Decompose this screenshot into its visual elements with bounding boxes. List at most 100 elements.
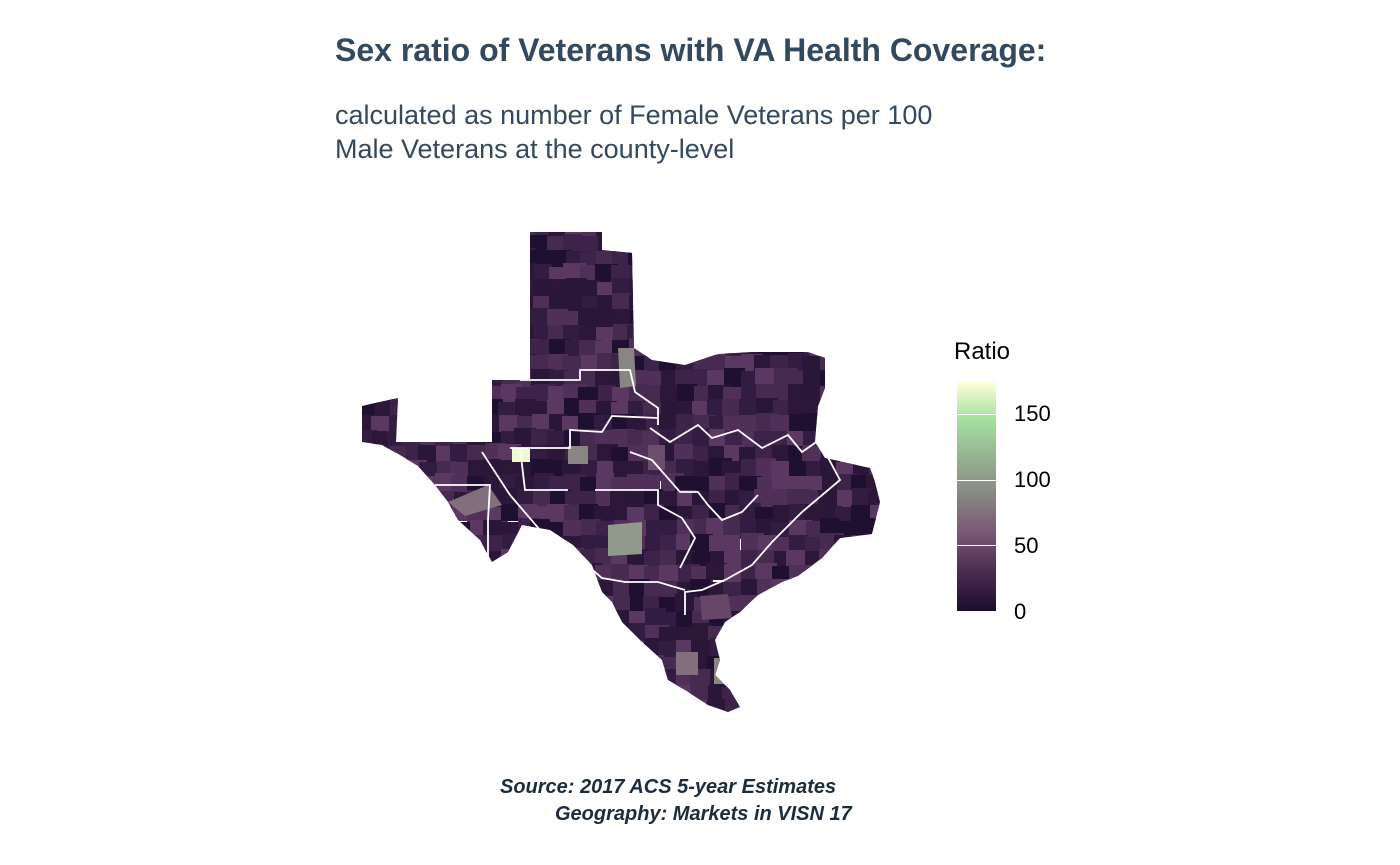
county-cell xyxy=(483,717,503,730)
county-cell xyxy=(371,714,391,730)
county-cell xyxy=(403,263,425,281)
county-cell xyxy=(739,669,758,690)
county-cell xyxy=(486,608,506,626)
county-cell xyxy=(885,414,900,431)
county-cell xyxy=(387,537,405,558)
county-cell xyxy=(804,612,826,630)
county-cell xyxy=(370,383,391,402)
county-cell xyxy=(884,462,900,482)
county-cell xyxy=(484,699,502,712)
county-cell xyxy=(675,594,698,612)
county-cell xyxy=(755,700,778,712)
county-cell xyxy=(362,294,364,314)
county-cell xyxy=(693,323,715,340)
county-cell xyxy=(836,429,856,446)
county-cell xyxy=(739,232,759,239)
county-cell xyxy=(757,295,778,312)
county-cell xyxy=(596,232,616,236)
county-cell xyxy=(466,566,490,585)
county-cell xyxy=(706,518,728,537)
county-cell xyxy=(628,669,646,686)
county-cell xyxy=(818,638,840,656)
county-cell xyxy=(340,717,360,730)
county-cell xyxy=(418,548,438,566)
county-rio-grande-b xyxy=(714,658,736,684)
county-cell xyxy=(371,623,390,643)
county-cell xyxy=(882,534,900,551)
county-cell xyxy=(370,249,391,268)
county-cell xyxy=(598,236,618,253)
county-cell xyxy=(787,325,808,343)
county-cell xyxy=(773,669,794,686)
county-cell xyxy=(483,251,505,269)
county-cell xyxy=(739,310,759,327)
county-cell xyxy=(595,371,616,389)
county-cell xyxy=(674,249,692,269)
county-cell xyxy=(754,641,773,660)
county-cell xyxy=(563,699,587,712)
county-cell xyxy=(499,235,520,253)
county-cell xyxy=(658,641,679,659)
county-cell xyxy=(517,609,538,628)
county-cell xyxy=(786,715,804,730)
county-cell xyxy=(741,609,761,629)
county-cell xyxy=(419,563,442,582)
county-cell xyxy=(499,684,519,705)
county-cell xyxy=(787,234,808,253)
county-cell xyxy=(406,236,425,256)
county-cell xyxy=(820,249,840,270)
county-cell xyxy=(533,641,551,661)
county-cell xyxy=(786,642,805,663)
county-cell xyxy=(852,232,871,241)
county-cell xyxy=(645,294,663,312)
county-cell xyxy=(362,385,376,405)
county-cell xyxy=(706,563,727,580)
county-cell xyxy=(564,581,585,599)
county-cell xyxy=(885,384,900,401)
county-cell xyxy=(436,597,459,618)
county-cell xyxy=(804,308,822,327)
market-boundaries xyxy=(435,369,842,615)
county-cell xyxy=(740,326,761,345)
county-cell xyxy=(469,401,491,421)
county-cell xyxy=(626,232,648,238)
county-cell xyxy=(580,429,599,446)
county-cell xyxy=(435,717,457,730)
county-cell xyxy=(770,702,793,712)
county-cell xyxy=(389,489,410,508)
county-cell xyxy=(838,552,858,571)
county-cell xyxy=(739,684,760,702)
county-cell xyxy=(866,371,880,391)
county-cell xyxy=(867,518,880,536)
county-cell xyxy=(362,670,378,688)
county-cell xyxy=(771,609,789,630)
county-cell xyxy=(420,596,442,617)
legend-tick-label: 150 xyxy=(1014,401,1051,426)
county-cell xyxy=(404,639,426,660)
county-cell xyxy=(853,234,871,254)
county-cell xyxy=(485,310,504,328)
county-cell xyxy=(547,309,568,327)
county-cell xyxy=(340,624,356,642)
county-cell xyxy=(517,671,539,692)
county-cell xyxy=(883,235,900,255)
county-cell xyxy=(627,655,647,674)
county-cell xyxy=(390,248,410,265)
legend-tick-50 xyxy=(957,545,996,546)
county-cell xyxy=(362,593,374,611)
county-cell xyxy=(852,488,872,505)
county-cell xyxy=(436,671,454,690)
county-cell xyxy=(451,668,470,687)
county-cell xyxy=(362,492,366,511)
county-cell xyxy=(677,309,696,329)
county-south-coast xyxy=(700,594,732,620)
county-cell xyxy=(388,641,408,661)
county-cell xyxy=(467,642,488,662)
county-cell xyxy=(867,387,880,406)
county-cell xyxy=(740,638,758,655)
county-cell xyxy=(594,415,613,432)
county-cell xyxy=(612,293,631,313)
county-cell xyxy=(362,701,364,712)
county-cell xyxy=(388,593,406,610)
county-cell xyxy=(564,639,587,660)
